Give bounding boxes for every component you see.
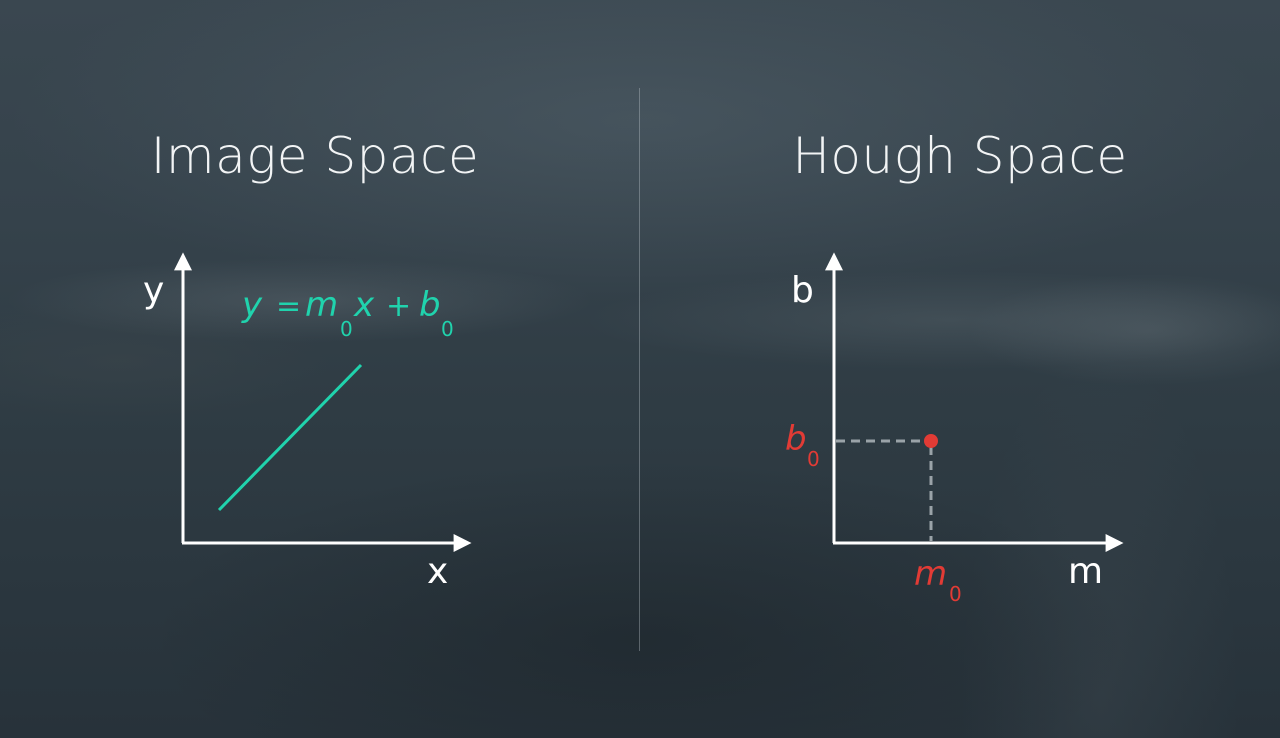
image-space-x-label: x xyxy=(427,551,448,592)
equation-plus: + xyxy=(386,289,411,324)
hough-space-m-label: m xyxy=(1068,551,1103,592)
image-space-line xyxy=(217,363,363,512)
m0-label-subscript: 0 xyxy=(949,582,962,606)
equation-m: m xyxy=(305,285,338,325)
line-equation: y = m 0 x + b 0 xyxy=(241,285,454,341)
equation-y: y xyxy=(241,285,263,325)
panel-divider xyxy=(639,88,640,651)
hough-point xyxy=(924,434,938,448)
hough-space-axes xyxy=(825,252,1124,552)
hough-space-title: Hough Space xyxy=(792,127,1128,185)
image-space-axes xyxy=(174,252,472,552)
equation-x: x xyxy=(353,285,375,325)
b0-label-subscript: 0 xyxy=(807,447,820,471)
equation-b-subscript: 0 xyxy=(441,317,454,341)
image-space-y-label: y xyxy=(143,270,164,311)
b0-label: b xyxy=(785,419,807,459)
m0-label: m xyxy=(914,554,947,594)
equation-m-subscript: 0 xyxy=(340,317,353,341)
hough-space-b-label: b xyxy=(791,270,814,311)
equation-equals: = xyxy=(276,289,301,324)
image-space-title: Image Space xyxy=(150,127,480,185)
equation-b: b xyxy=(419,285,441,325)
